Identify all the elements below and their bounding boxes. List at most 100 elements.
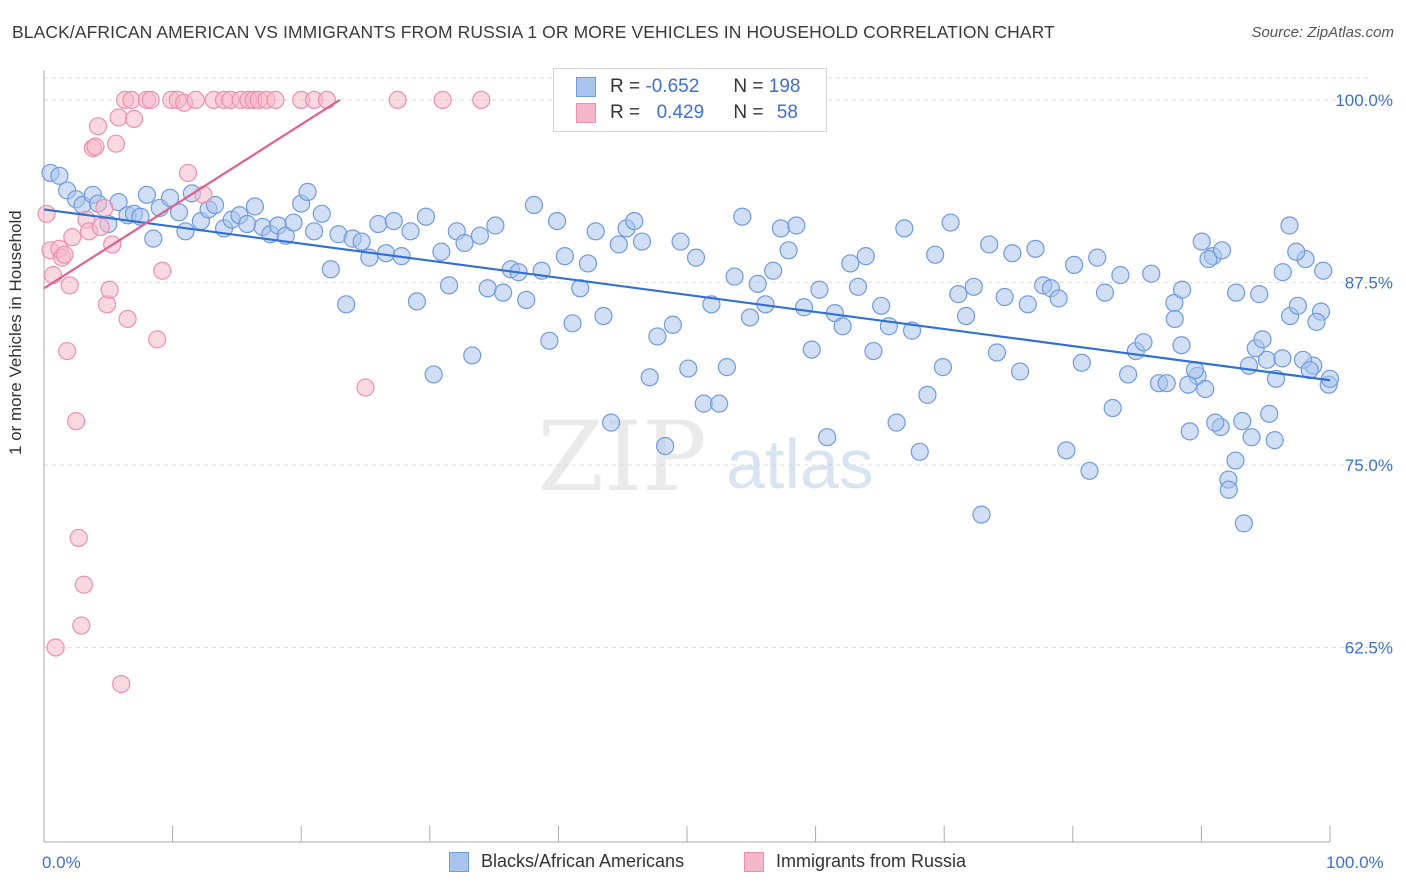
data-point-blacks (602, 413, 621, 432)
data-point-russia (186, 90, 205, 110)
data-point-russia (118, 309, 137, 329)
data-point-russia (88, 117, 108, 136)
data-point-blacks (1273, 349, 1292, 368)
data-point-russia (74, 575, 93, 594)
data-point-blacks (384, 211, 403, 231)
legend-n-label: N = (733, 102, 764, 123)
legend-row-russia: R = 0.429 N = 58 (576, 101, 798, 125)
data-point-blacks (671, 232, 690, 251)
y-tick-labels: 62.5% 75.0% 87.5% 100.0% (1335, 91, 1393, 658)
data-point-blacks (764, 261, 783, 280)
data-point-russia (67, 412, 86, 431)
data-point-blacks (1314, 261, 1333, 280)
data-point-blacks (1080, 461, 1099, 480)
data-point-blacks (1165, 309, 1184, 329)
data-point-blacks (941, 213, 960, 232)
data-point-blacks (312, 204, 331, 223)
data-point-russia (317, 90, 337, 110)
data-point-blacks (1111, 266, 1130, 285)
data-point-blacks (1180, 422, 1199, 441)
data-point-blacks (298, 182, 317, 201)
data-point-blacks (748, 274, 767, 293)
data-point-russia (43, 266, 63, 285)
data-point-russia (433, 90, 452, 110)
legend-item-blacks[interactable]: Blacks/African Americans (449, 851, 684, 872)
y-tick-label: 100.0% (1335, 91, 1393, 110)
data-point-blacks (1273, 263, 1292, 282)
data-point-blacks (1103, 398, 1122, 418)
data-point-blacks (1026, 239, 1045, 258)
data-point-blacks (1239, 356, 1259, 375)
legend-item-russia[interactable]: Immigrants from Russia (744, 851, 966, 872)
y-tick-label: 87.5% (1345, 273, 1393, 292)
data-point-blacks (1049, 289, 1068, 308)
watermark: ZIP atlas (537, 401, 874, 513)
legend-n-value: 58 (776, 102, 798, 123)
trend-line-russia (43, 98, 341, 290)
data-point-blacks (401, 222, 420, 241)
data-point-blacks (284, 213, 303, 232)
data-point-blacks (1095, 283, 1115, 302)
data-point-blacks (337, 295, 356, 314)
data-point-blacks (656, 436, 675, 456)
data-point-blacks (160, 188, 180, 207)
legend-item-label: Immigrants from Russia (776, 851, 967, 871)
data-point-blacks (1206, 413, 1225, 432)
data-point-blacks (176, 222, 195, 241)
data-point-blacks (517, 290, 536, 310)
data-point-blacks (463, 346, 482, 365)
series-blacks-points (41, 163, 1340, 533)
stats-legend: R = -0.652 N = 198 R = 0.429 N = 58 (553, 68, 827, 132)
watermark-zip: ZIP (537, 401, 706, 513)
x-tick-label-max: 100.0% (1326, 853, 1384, 872)
data-point-blacks (555, 247, 574, 266)
data-point-blacks (802, 340, 821, 359)
data-point-blacks (470, 226, 490, 245)
data-point-blacks (1064, 255, 1084, 275)
data-point-blacks (1212, 241, 1232, 260)
data-point-blacks (648, 327, 667, 346)
data-point-blacks (964, 277, 983, 296)
data-point-russia (388, 90, 407, 110)
data-point-blacks (1227, 283, 1246, 302)
data-point-blacks (352, 232, 371, 251)
data-point-blacks (205, 195, 225, 215)
data-point-blacks (494, 283, 513, 302)
data-point-blacks (586, 222, 605, 241)
data-point-blacks (1057, 441, 1076, 460)
data-point-russia (472, 90, 491, 110)
data-point-blacks (771, 219, 790, 238)
data-point-blacks (794, 298, 814, 317)
data-point-blacks (1018, 295, 1037, 314)
data-point-blacks (1250, 285, 1269, 304)
data-point-russia (141, 90, 160, 110)
data-point-blacks (238, 214, 257, 234)
data-point-blacks (779, 241, 798, 260)
legend-r-value: 0.429 (656, 102, 705, 123)
data-point-blacks (933, 358, 953, 377)
data-point-russia (60, 276, 79, 295)
data-point-russia (124, 109, 144, 128)
data-point-blacks (540, 331, 559, 350)
y-tick-label: 75.0% (1345, 456, 1393, 475)
data-point-russia (194, 185, 213, 204)
data-point-blacks (1196, 379, 1215, 399)
data-point-blacks (407, 292, 427, 311)
data-point-russia (148, 330, 167, 349)
data-point-blacks (1157, 374, 1176, 393)
data-point-blacks (740, 308, 760, 327)
data-point-blacks (625, 211, 644, 231)
data-point-blacks (1242, 428, 1261, 447)
data-point-russia (112, 674, 131, 694)
y-axis-label: 1 or more Vehicles in Household (6, 210, 25, 455)
data-point-russia (63, 228, 82, 247)
data-point-blacks (725, 267, 744, 286)
chart-title: BLACK/AFRICAN AMERICAN VS IMMIGRANTS FRO… (12, 22, 1055, 42)
data-point-russia (69, 528, 88, 548)
legend-r-label: R = (610, 102, 641, 123)
data-point-blacks (478, 279, 497, 298)
data-point-blacks (1134, 333, 1153, 352)
data-point-russia (55, 245, 74, 264)
data-point-blacks (609, 235, 628, 254)
data-point-blacks (856, 247, 875, 266)
